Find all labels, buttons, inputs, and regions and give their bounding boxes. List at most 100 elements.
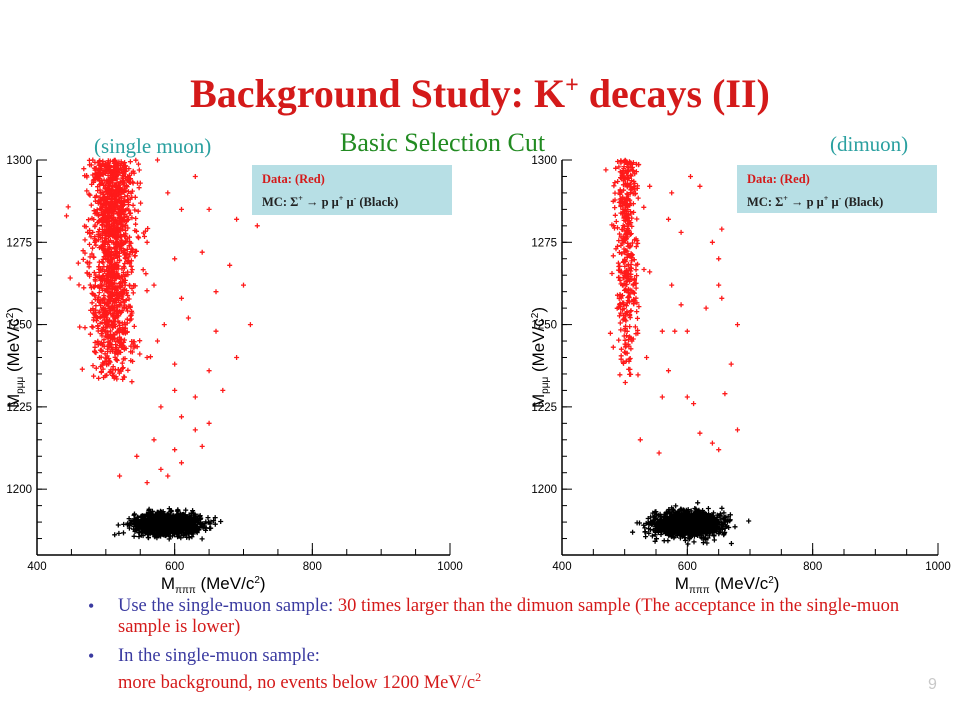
data-point (99, 204, 105, 210)
data-point (134, 248, 139, 254)
data-point (688, 174, 693, 179)
data-point (627, 312, 633, 318)
data-point (117, 213, 123, 219)
data-point (206, 420, 212, 426)
data-point (115, 243, 120, 249)
mc-point (189, 519, 195, 525)
data-point (129, 188, 135, 194)
data-point (95, 274, 101, 280)
mc-point (680, 523, 686, 529)
data-point (125, 293, 131, 298)
mc-point (700, 515, 706, 521)
mc-point (691, 539, 697, 545)
dimuon-caption: (dimuon) (830, 132, 909, 156)
data-point (611, 223, 617, 229)
mc-point (702, 537, 708, 543)
data-point (103, 228, 109, 234)
data-point (617, 231, 622, 237)
mc-point (678, 506, 684, 512)
x-tick-label: 600 (165, 561, 184, 573)
data-point (626, 356, 632, 362)
data-point (99, 285, 105, 291)
data-point (90, 245, 95, 251)
data-point (113, 297, 119, 303)
data-point (84, 188, 90, 194)
data-point (114, 163, 120, 168)
data-point (99, 177, 105, 183)
data-point (241, 282, 246, 288)
mc-point (200, 521, 206, 527)
data-point (126, 243, 132, 249)
data-point (620, 206, 626, 212)
data-point (631, 290, 637, 296)
mc-point (121, 521, 127, 527)
data-point (87, 162, 93, 168)
data-point (161, 322, 167, 328)
mc-point (695, 528, 701, 534)
data-point (140, 267, 146, 273)
data-point (618, 295, 624, 301)
data-point (132, 228, 138, 233)
mc-point (695, 500, 701, 506)
data-point (612, 212, 618, 218)
data-point (119, 294, 125, 300)
legend-data-label: Data: (Red) (262, 172, 325, 186)
data-point (629, 178, 635, 184)
legend-box-left: Data: (Red) MC: Σ+ → p μ+ μ- (Black) (252, 165, 452, 215)
mc-point (732, 524, 738, 530)
mc-point (711, 537, 717, 543)
data-point (158, 466, 164, 472)
mc-point (669, 515, 675, 521)
data-point (684, 328, 690, 334)
data-point (120, 365, 126, 371)
data-point (128, 343, 134, 349)
data-point (179, 460, 184, 466)
data-point (130, 290, 136, 296)
mc-point (194, 530, 200, 536)
data-point (123, 272, 129, 278)
data-point (633, 267, 639, 273)
data-point (122, 251, 128, 256)
data-point (87, 192, 93, 198)
data-point (81, 166, 87, 172)
bullet-list: Use the single-muon sample: 30 times lar… (88, 596, 908, 702)
data-point (91, 284, 97, 290)
data-point (92, 277, 98, 283)
data-point (129, 246, 135, 252)
y-tick-label: 1225 (531, 402, 557, 414)
mc-point (208, 525, 214, 531)
mc-point (203, 525, 209, 531)
mc-point (695, 521, 701, 526)
data-point (96, 340, 102, 346)
data-point (627, 356, 633, 361)
data-point (132, 283, 138, 289)
data-point (126, 207, 132, 213)
data-point (99, 267, 105, 273)
data-point (621, 312, 627, 318)
data-point (122, 345, 127, 351)
data-point (89, 251, 95, 257)
data-point (111, 332, 117, 338)
mc-point (212, 521, 218, 527)
mc-point (650, 518, 656, 524)
data-point (632, 171, 638, 177)
data-point (120, 176, 126, 181)
data-point (87, 282, 93, 288)
data-point (609, 271, 615, 276)
data-point (105, 277, 111, 283)
data-point (95, 184, 101, 190)
mc-point (185, 515, 191, 521)
y-tick-label: 1200 (531, 484, 557, 496)
data-point (119, 329, 125, 335)
data-point (82, 325, 88, 331)
data-point (141, 230, 146, 236)
data-point (629, 223, 635, 229)
data-point (87, 331, 93, 337)
data-point (94, 207, 100, 213)
data-point (99, 369, 104, 375)
mc-point (686, 536, 692, 542)
mc-point (686, 518, 692, 524)
data-point (138, 200, 144, 206)
data-point (622, 237, 628, 243)
data-point (192, 174, 198, 179)
